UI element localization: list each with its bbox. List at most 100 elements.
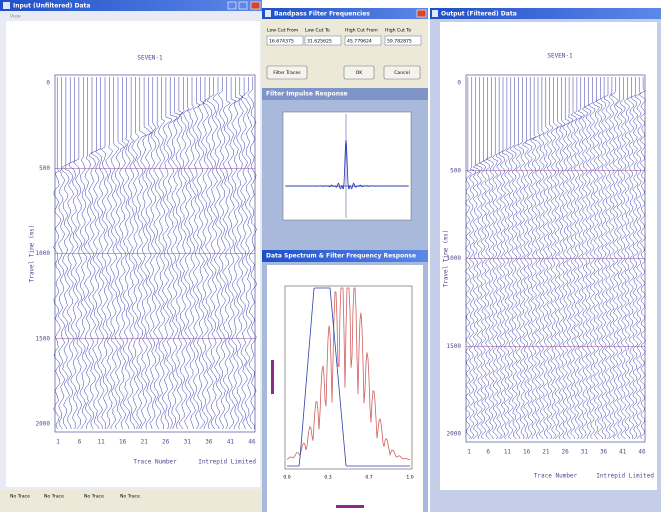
x-tick-label: 46	[638, 449, 646, 456]
trace-wiggle	[517, 77, 526, 440]
title-bar	[430, 8, 661, 19]
trace-wiggle	[638, 77, 647, 440]
trace-wiggle	[123, 77, 131, 430]
impulse-panel: Filter Impulse Response	[262, 88, 428, 250]
plot-background	[440, 22, 657, 490]
trace-wiggle	[615, 77, 623, 440]
maximize-button[interactable]	[238, 1, 248, 10]
trace-wiggle	[583, 77, 592, 440]
text-input[interactable]	[304, 35, 342, 46]
title-bar	[262, 250, 428, 262]
trace-wiggle	[68, 77, 79, 430]
trace-wiggle	[558, 77, 566, 440]
input-value: 59.782875	[387, 38, 412, 44]
field-label: Low Cut From	[267, 28, 299, 34]
trace-wiggle	[64, 77, 74, 430]
x-tick-label: 41	[619, 449, 627, 456]
trace-wiggle	[531, 77, 541, 440]
window-title: Output (Filtered) Data	[441, 11, 517, 18]
gain-slider[interactable]	[271, 360, 274, 394]
cancel-button[interactable]	[383, 65, 421, 80]
x-tick-label: 36	[205, 439, 213, 446]
trace-wiggle	[87, 77, 97, 430]
status-text: No Trace	[44, 494, 64, 500]
trace-wiggle	[227, 77, 237, 430]
impulse-curve	[286, 139, 408, 190]
window-title: Input (Unfiltered) Data	[13, 3, 90, 10]
trace-wiggle	[587, 77, 596, 440]
trace-wiggle	[522, 77, 530, 440]
text-input[interactable]	[266, 35, 304, 46]
y-tick-label: 0	[46, 80, 50, 87]
filter-traces-button[interactable]	[266, 65, 308, 80]
x-axis-label: Trace Number	[534, 473, 578, 480]
x-tick-label: 36	[600, 449, 608, 456]
trace-wiggle	[562, 77, 570, 440]
trace-wiggle	[538, 77, 545, 440]
x-tick-label: 16	[523, 449, 531, 456]
trace-wiggle	[509, 77, 518, 440]
credit: Intrepid Limited	[596, 473, 654, 480]
trace-wiggle	[247, 77, 257, 430]
trace-wiggle	[90, 77, 100, 430]
status-text: No Trace	[120, 494, 140, 500]
trace-wiggle	[140, 77, 153, 430]
trace-wiggle	[157, 77, 166, 429]
text-input[interactable]	[344, 35, 382, 46]
x-tick-label: 26	[162, 439, 170, 446]
plot-background	[267, 265, 423, 512]
button-label: Cancel	[394, 70, 410, 76]
trace-wiggle	[570, 77, 578, 440]
minimize-button[interactable]	[227, 1, 237, 10]
trace-wiggle	[513, 77, 522, 440]
trace-wiggle	[196, 77, 205, 430]
trace-wiggle	[58, 77, 66, 430]
x-tick-label: 6	[486, 449, 490, 456]
ok-button[interactable]	[343, 65, 375, 80]
close-button[interactable]	[250, 1, 261, 10]
trace-wiggle	[131, 77, 140, 430]
plot-frame	[284, 285, 413, 470]
x-tick-label: 1	[56, 439, 60, 446]
trace-wiggle	[203, 77, 214, 430]
trace-wiggle	[222, 77, 231, 430]
trace-wiggle	[479, 77, 487, 440]
menu-item[interactable]: View	[10, 14, 21, 20]
text-input[interactable]	[384, 35, 422, 46]
trace-wiggle	[84, 77, 92, 430]
trace-wiggle	[600, 77, 608, 440]
trace-wiggle	[550, 77, 559, 440]
app-icon	[265, 10, 271, 17]
x-tick-label: 1.0	[406, 475, 413, 481]
trace-wiggle	[554, 77, 563, 440]
filter-dialog: Bandpass Filter Frequencies Low Cut From…	[262, 8, 428, 88]
trace-wiggle	[136, 77, 147, 430]
x-tick-label: 0.7	[365, 475, 372, 481]
frequency-slider[interactable]	[336, 505, 364, 508]
input-value: 16.674375	[269, 38, 294, 44]
close-button[interactable]	[416, 9, 427, 18]
x-tick-label: 46	[248, 439, 256, 446]
y-tick-label: 500	[39, 165, 50, 172]
trace-wiggle	[624, 77, 631, 440]
trace-wiggle	[581, 77, 589, 440]
trace-wiggle	[101, 77, 109, 430]
field-row: Low Cut From 16.674375 Low Cut To 31.625625…	[266, 28, 422, 46]
field-label: High Cut From	[345, 28, 378, 34]
trace-wiggle	[192, 77, 201, 430]
panel-title: Filter Impulse Response	[266, 91, 348, 98]
trace-wiggle	[631, 77, 639, 440]
trace-wiggle	[109, 77, 120, 430]
trace-wiggle	[634, 77, 643, 440]
title-bar	[262, 88, 428, 100]
trace-wiggle	[212, 77, 222, 430]
trace-wiggle	[183, 77, 192, 430]
trace-wiggle	[626, 77, 635, 440]
title-bar	[0, 0, 262, 11]
x-tick-label: 6	[78, 439, 82, 446]
trace-wiggle	[236, 77, 244, 430]
x-tick-label: 11	[504, 449, 512, 456]
trace-wiggle	[148, 77, 158, 430]
